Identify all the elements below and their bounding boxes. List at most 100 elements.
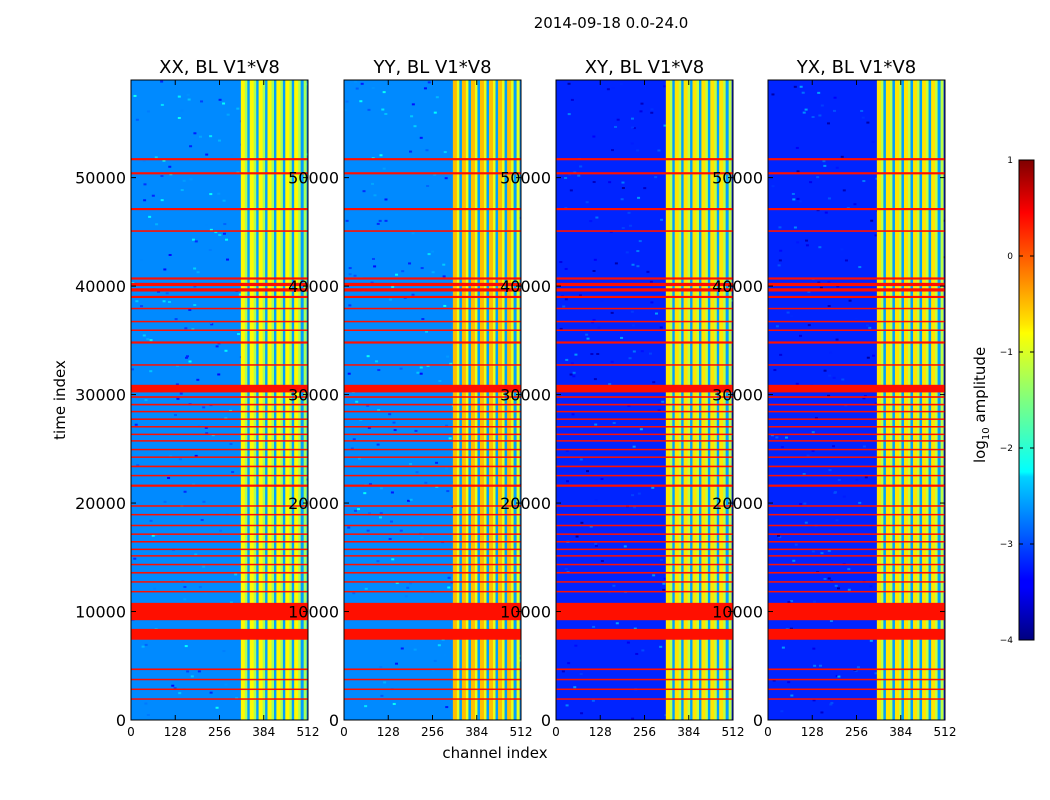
- noise-speckle: [160, 175, 164, 178]
- flagged-time-row: [556, 548, 733, 551]
- noise-speckle: [354, 80, 358, 83]
- noise-speckle: [595, 216, 599, 219]
- flagged-time-row: [131, 320, 308, 323]
- noise-speckle: [395, 581, 399, 584]
- noise-speckle: [778, 226, 782, 229]
- noise-speckle: [616, 118, 620, 121]
- flagged-time-row: [768, 484, 945, 487]
- noise-speckle: [812, 699, 816, 702]
- noise-speckle: [205, 223, 209, 226]
- flagged-time-row: [556, 571, 733, 574]
- noise-speckle: [435, 96, 439, 99]
- noise-speckle: [819, 286, 823, 289]
- noise-speckle: [144, 643, 148, 646]
- noise-speckle: [835, 519, 839, 522]
- noise-speckle: [148, 215, 152, 218]
- noise-speckle: [189, 178, 193, 181]
- noise-speckle: [608, 181, 612, 184]
- noise-speckle: [837, 675, 841, 678]
- flagged-time-row: [768, 474, 945, 477]
- noise-speckle: [792, 198, 796, 201]
- noise-speckle: [567, 662, 571, 665]
- noise-speckle: [799, 85, 803, 88]
- flagged-time-row: [131, 448, 308, 451]
- noise-speckle: [569, 189, 573, 192]
- noise-speckle: [173, 687, 177, 690]
- noise-speckle: [731, 299, 733, 302]
- noise-speckle: [357, 508, 361, 511]
- noise-speckle: [565, 449, 569, 452]
- band-gap-stripe: [513, 80, 517, 720]
- noise-speckle: [630, 310, 634, 313]
- colorbar-tick-label: −4: [1000, 636, 1014, 646]
- flagged-time-row: [131, 571, 308, 574]
- panel-4: YX, BL V1*V8 0 128 256 384 512 0 10000 20000 3000…: [712, 57, 956, 739]
- noise-speckle: [590, 353, 594, 356]
- flagged-time-row: [556, 230, 733, 232]
- flagged-time-row: [344, 688, 521, 691]
- noise-speckle: [652, 574, 656, 577]
- flagged-time-row: [556, 282, 733, 287]
- noise-speckle: [871, 140, 875, 143]
- noise-speckle: [379, 487, 383, 490]
- noise-speckle: [205, 432, 209, 435]
- flagged-time-row: [768, 307, 945, 310]
- band-bright-stripe: [903, 80, 908, 720]
- flagged-time-row: [131, 533, 308, 535]
- noise-speckle: [805, 244, 809, 247]
- flagged-time-row: [131, 277, 308, 280]
- noise-speckle: [816, 176, 820, 179]
- noise-speckle: [144, 702, 148, 705]
- panel-image: [131, 80, 308, 720]
- noise-speckle: [185, 355, 189, 358]
- noise-speckle: [178, 458, 182, 461]
- noise-speckle: [345, 219, 349, 222]
- noise-speckle: [178, 692, 182, 695]
- band-gap-stripe: [707, 80, 711, 720]
- noise-speckle: [662, 588, 666, 591]
- noise-speckle: [133, 557, 137, 560]
- noise-speckle: [640, 102, 644, 105]
- flagged-time-row: [344, 433, 521, 436]
- flagged-time-row: [344, 505, 521, 507]
- y-axis-label: time index: [51, 360, 69, 440]
- flagged-time-row: [556, 474, 733, 477]
- noise-speckle: [393, 429, 397, 432]
- noise-speckle: [848, 299, 852, 302]
- band-bright-stripe: [258, 80, 263, 720]
- flagged-time-row: [131, 396, 308, 398]
- noise-speckle: [823, 577, 827, 580]
- noise-speckle: [131, 368, 135, 371]
- noise-speckle: [579, 165, 583, 168]
- noise-speckle: [193, 285, 197, 288]
- noise-speckle: [652, 381, 656, 384]
- flagged-time-row: [768, 541, 945, 543]
- noise-speckle: [407, 499, 411, 502]
- panel-title: XX, BL V1*V8: [159, 57, 280, 78]
- noise-speckle: [827, 305, 831, 308]
- noise-speckle: [568, 173, 572, 176]
- flagged-time-row: [344, 364, 521, 366]
- noise-speckle: [149, 519, 153, 522]
- noise-speckle: [209, 322, 213, 325]
- panel-image: [768, 80, 945, 720]
- noise-speckle: [771, 93, 775, 96]
- noise-speckle: [176, 397, 180, 400]
- flagged-time-row: [768, 282, 945, 287]
- flagged-time-row: [344, 548, 521, 551]
- noise-speckle: [824, 211, 828, 214]
- noise-speckle: [790, 627, 794, 630]
- y-tick-label: 20000: [500, 494, 551, 513]
- noise-speckle: [781, 646, 785, 649]
- noise-speckle: [942, 458, 945, 461]
- noise-speckle: [631, 324, 635, 327]
- noise-speckle: [447, 576, 451, 579]
- noise-speckle: [379, 154, 383, 157]
- noise-speckle: [586, 470, 590, 473]
- noise-speckle: [168, 254, 172, 257]
- noise-speckle: [842, 495, 846, 498]
- flagged-time-row: [556, 456, 733, 458]
- flagged-time-row: [768, 456, 945, 458]
- noise-speckle: [648, 352, 652, 355]
